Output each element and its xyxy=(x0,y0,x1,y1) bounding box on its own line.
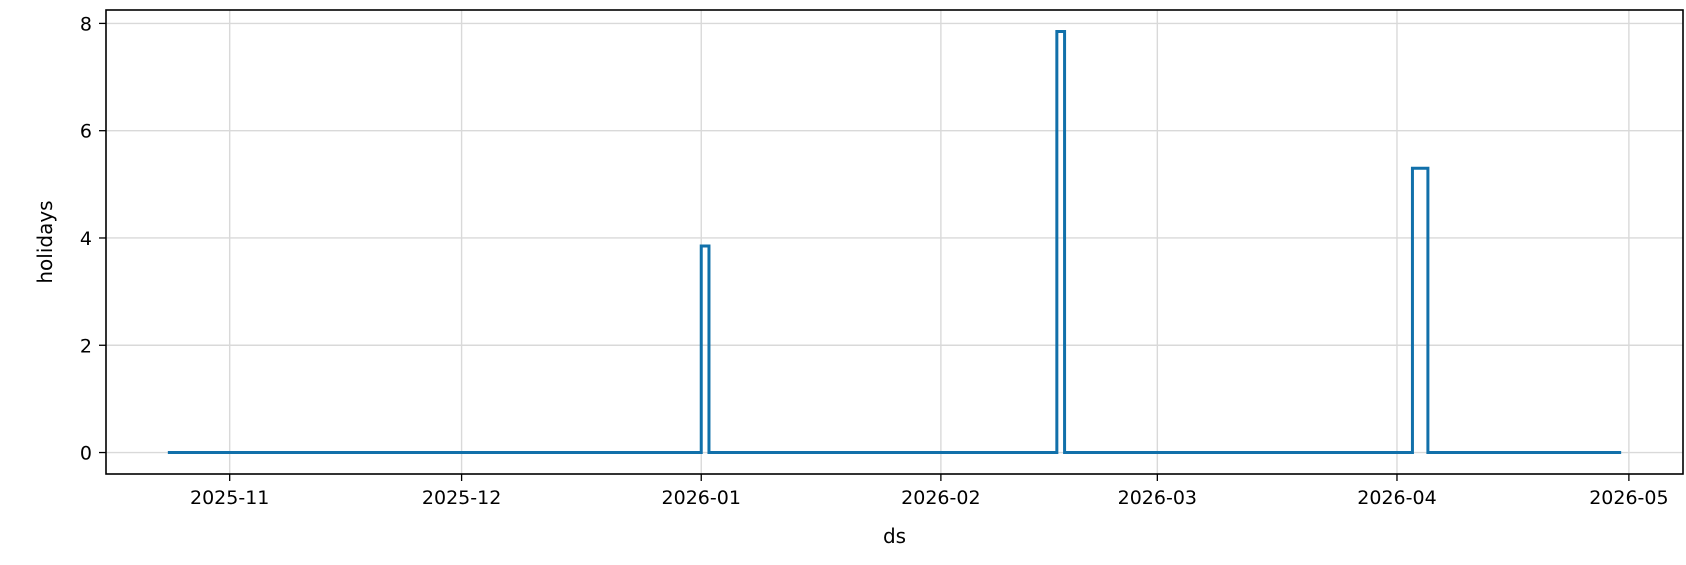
plot-frame xyxy=(105,9,1684,475)
x-tick-label: 2026-05 xyxy=(1589,487,1668,509)
series-line xyxy=(167,29,1622,455)
series-layer xyxy=(167,29,1622,455)
y-tick-label: 8 xyxy=(80,13,92,35)
x-axis-label: ds xyxy=(883,524,906,548)
x-tick-label: 2026-03 xyxy=(1118,487,1197,509)
y-tick-label: 2 xyxy=(80,335,92,357)
x-tick-label: 2026-02 xyxy=(901,487,980,509)
axis-ticks: 2025-11 2025-12 2026-01 2026-02 2026-03 2026-… xyxy=(80,13,1669,509)
y-axis-label: holidays xyxy=(33,200,57,283)
x-tick-label: 2026-01 xyxy=(662,487,741,509)
x-tick-label: 2025-11 xyxy=(190,487,269,509)
x-tick-label: 2026-04 xyxy=(1357,487,1436,509)
y-tick-label: 6 xyxy=(80,121,92,143)
grid xyxy=(106,10,1683,474)
x-tick-label: 2025-12 xyxy=(422,487,501,509)
y-tick-label: 4 xyxy=(80,228,92,250)
y-tick-label: 0 xyxy=(80,443,92,465)
